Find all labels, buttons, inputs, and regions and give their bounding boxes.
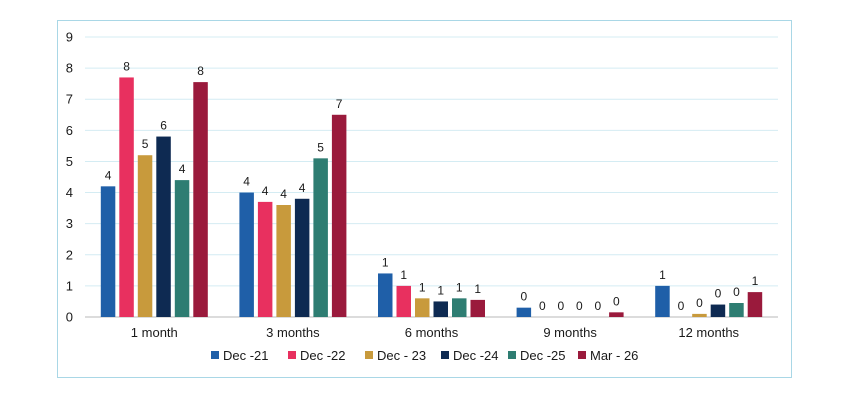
data-label-5-2: 0 — [678, 299, 685, 313]
data-label-3-3: 1 — [419, 280, 426, 294]
bar-1-2 — [119, 77, 134, 317]
legend-label-1: Dec -21 — [223, 348, 269, 363]
data-label-2-3: 4 — [280, 187, 287, 201]
y-tick-label-9: 9 — [66, 30, 73, 45]
x-tick-label-4: 9 months — [543, 325, 597, 340]
bar-2-1 — [239, 192, 254, 317]
bar-5-1 — [655, 285, 670, 317]
data-label-5-5: 0 — [733, 285, 740, 299]
bar-3-3 — [415, 298, 430, 317]
data-label-1-6: 8 — [197, 64, 204, 78]
data-label-2-1: 4 — [243, 175, 250, 189]
legend-swatch-3 — [365, 351, 373, 359]
x-tick-label-3: 6 months — [405, 325, 459, 340]
bar-3-4 — [433, 301, 448, 317]
x-tick-label-5: 12 months — [678, 325, 739, 340]
data-label-4-4: 0 — [576, 299, 583, 313]
bar-1-1 — [100, 186, 116, 317]
y-tick-label-2: 2 — [66, 247, 73, 262]
data-label-4-5: 0 — [595, 299, 602, 313]
data-label-2-5: 5 — [317, 140, 324, 154]
data-label-4-3: 0 — [558, 299, 565, 313]
bar-2-4 — [294, 198, 310, 317]
legend-label-6: Mar - 26 — [590, 348, 638, 363]
data-label-5-1: 1 — [659, 268, 666, 282]
y-tick-label-1: 1 — [66, 278, 73, 293]
legend-swatch-2 — [288, 351, 296, 359]
legend-swatch-5 — [508, 351, 516, 359]
x-tick-label-1: 1 month — [131, 325, 178, 340]
data-label-1-5: 4 — [179, 162, 186, 176]
data-label-3-1: 1 — [382, 255, 389, 269]
data-label-1-3: 5 — [142, 137, 149, 151]
bar-1-4 — [156, 136, 171, 317]
data-label-2-6: 7 — [336, 97, 343, 111]
bar-5-6 — [747, 292, 763, 317]
legend-label-4: Dec -24 — [453, 348, 499, 363]
bar-2-3 — [276, 205, 291, 317]
bar-2-2 — [257, 201, 273, 317]
bar-3-6 — [470, 299, 485, 317]
data-label-4-1: 0 — [521, 290, 528, 304]
bar-2-6 — [331, 114, 347, 318]
data-label-3-6: 1 — [474, 282, 481, 296]
bar-3-2 — [396, 285, 411, 317]
bar-5-4 — [710, 304, 726, 317]
data-label-4-6: 0 — [613, 294, 620, 308]
legend-label-5: Dec -25 — [520, 348, 566, 363]
bar-3-5 — [452, 298, 467, 317]
y-tick-label-6: 6 — [66, 123, 73, 138]
bar-5-5 — [729, 303, 744, 317]
data-label-2-4: 4 — [299, 181, 306, 195]
data-label-1-1: 4 — [105, 168, 112, 182]
data-label-3-5: 1 — [456, 280, 463, 294]
data-label-3-2: 1 — [400, 268, 407, 282]
y-tick-label-4: 4 — [66, 185, 73, 200]
bar-2-5 — [313, 158, 328, 317]
data-label-5-3: 0 — [696, 296, 703, 310]
legend-swatch-1 — [211, 351, 219, 359]
y-tick-label-5: 5 — [66, 154, 73, 169]
y-tick-label-0: 0 — [66, 310, 73, 325]
bar-4-1 — [516, 307, 532, 317]
bar-3-1 — [378, 273, 393, 317]
data-label-3-4: 1 — [437, 283, 444, 297]
data-label-1-2: 8 — [123, 59, 130, 73]
data-label-1-4: 6 — [160, 119, 167, 133]
x-tick-label-2: 3 months — [266, 325, 320, 340]
bar-1-3 — [137, 155, 153, 317]
data-label-4-2: 0 — [539, 299, 546, 313]
y-tick-label-7: 7 — [66, 92, 73, 107]
bar-5-3 — [692, 313, 707, 317]
y-tick-label-3: 3 — [66, 216, 73, 231]
bar-4-6 — [609, 312, 624, 317]
legend-label-3: Dec - 23 — [377, 348, 426, 363]
bar-1-5 — [174, 180, 190, 317]
bar-1-6 — [193, 82, 208, 317]
legend-swatch-4 — [441, 351, 449, 359]
legend-swatch-6 — [578, 351, 586, 359]
legend-label-2: Dec -22 — [300, 348, 346, 363]
data-label-2-2: 4 — [262, 184, 269, 198]
data-label-5-4: 0 — [715, 287, 722, 301]
data-label-5-6: 1 — [752, 274, 759, 288]
y-tick-label-8: 8 — [66, 61, 73, 76]
